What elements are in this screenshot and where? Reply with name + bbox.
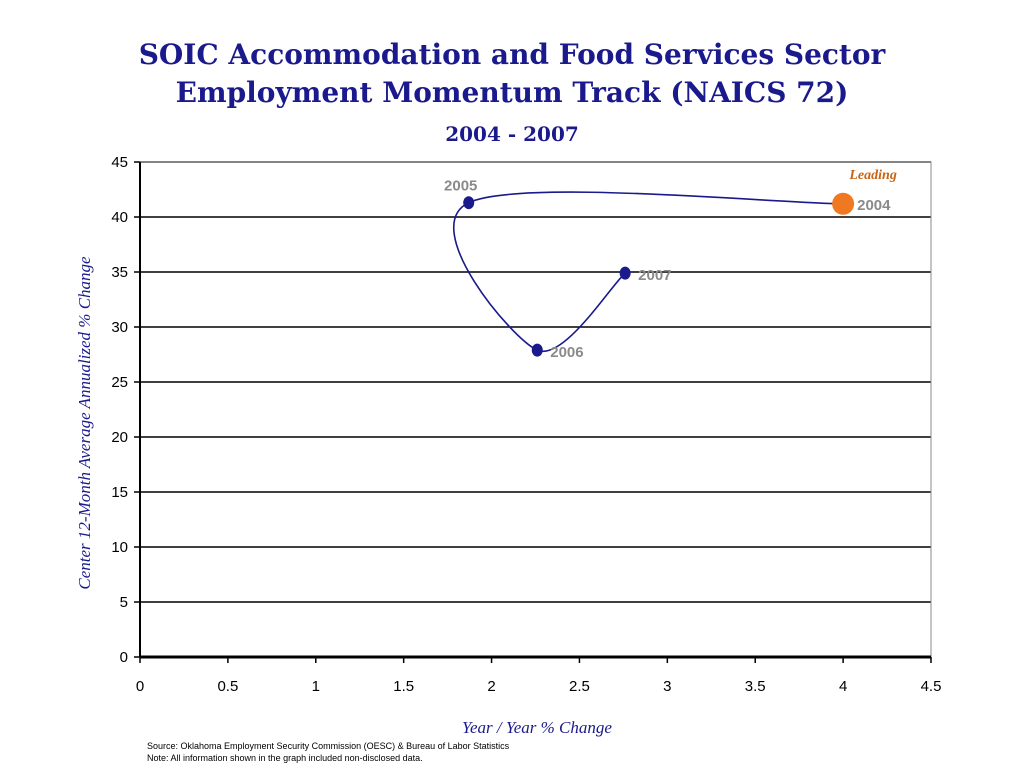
y-axis-label: Center 12-Month Average Annualized % Cha… [75, 256, 94, 590]
plot-frame [139, 161, 932, 658]
y-tick-label: 30 [111, 319, 128, 336]
leading-annotation: Leading [848, 168, 896, 183]
y-tick-label: 15 [111, 484, 128, 501]
data-label-2005: 2005 [444, 178, 477, 195]
x-axis-label: Year / Year % Change [462, 718, 612, 737]
x-tick-label: 2 [487, 678, 495, 695]
x-tick-label: 0.5 [217, 678, 238, 695]
y-tick-label: 5 [120, 594, 128, 611]
chart-title-line2: Employment Momentum Track (NAICS 72) [175, 76, 849, 109]
x-tick-label: 2.5 [569, 678, 590, 695]
chart-title: SOIC Accommodation and Food Services Sec… [138, 38, 886, 71]
chart-subtitle: 2004 - 2007 [445, 122, 579, 146]
y-tick-label: 25 [111, 374, 128, 391]
data-point-2007 [619, 266, 631, 280]
y-tick-label: 0 [120, 649, 128, 666]
y-tick-label: 45 [111, 154, 128, 171]
y-tick-label: 10 [111, 539, 128, 556]
data-label-2007: 2007 [638, 267, 671, 284]
momentum-track-line [453, 191, 844, 353]
y-tick-label: 35 [111, 264, 128, 281]
x-tick-label: 4.5 [921, 678, 942, 695]
data-point-2005 [463, 196, 475, 210]
x-tick-label: 3.5 [745, 678, 766, 695]
y-tick-label: 40 [111, 209, 128, 226]
source-note: Source: Oklahoma Employment Security Com… [147, 741, 510, 751]
data-label-2004: 2004 [857, 197, 891, 214]
x-tick-label: 1 [312, 678, 320, 695]
x-tick-label: 1.5 [393, 678, 414, 695]
data-point-2006 [531, 343, 543, 357]
x-tick-label: 4 [839, 678, 847, 695]
data-label-2006: 2006 [550, 344, 583, 361]
y-tick-label: 20 [111, 429, 128, 446]
x-tick-label: 0 [136, 678, 144, 695]
data-point-2004 [832, 192, 855, 215]
disclosure-note: Note: All information shown in the graph… [147, 753, 423, 763]
x-tick-label: 3 [663, 678, 671, 695]
